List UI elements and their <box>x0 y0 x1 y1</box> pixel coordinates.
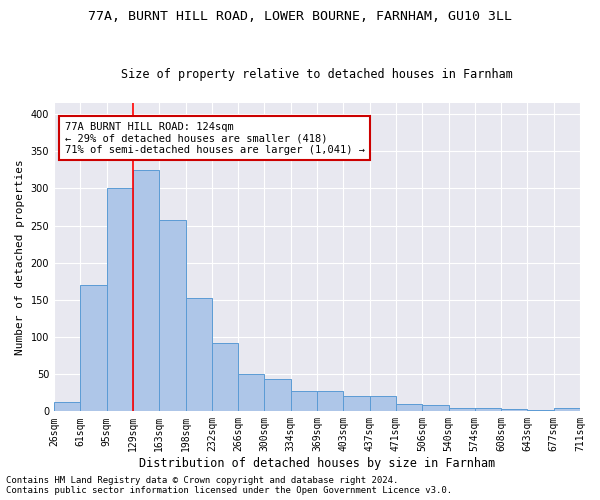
Bar <box>343 396 370 411</box>
Bar <box>212 343 238 411</box>
Y-axis label: Number of detached properties: Number of detached properties <box>15 160 25 355</box>
Bar <box>370 396 396 411</box>
Bar <box>54 402 80 411</box>
Bar <box>422 404 449 411</box>
X-axis label: Distribution of detached houses by size in Farnham: Distribution of detached houses by size … <box>139 457 495 470</box>
Bar <box>317 392 343 411</box>
Bar <box>501 409 527 412</box>
Bar <box>185 298 212 412</box>
Bar <box>265 380 291 412</box>
Text: Contains HM Land Registry data © Crown copyright and database right 2024.
Contai: Contains HM Land Registry data © Crown c… <box>6 476 452 495</box>
Text: 77A BURNT HILL ROAD: 124sqm
← 29% of detached houses are smaller (418)
71% of se: 77A BURNT HILL ROAD: 124sqm ← 29% of det… <box>65 122 365 154</box>
Title: Size of property relative to detached houses in Farnham: Size of property relative to detached ho… <box>121 68 513 81</box>
Bar <box>554 408 580 412</box>
Bar <box>449 408 475 412</box>
Bar <box>527 410 554 412</box>
Bar <box>396 404 422 411</box>
Bar <box>238 374 265 412</box>
Bar <box>80 285 107 412</box>
Text: 77A, BURNT HILL ROAD, LOWER BOURNE, FARNHAM, GU10 3LL: 77A, BURNT HILL ROAD, LOWER BOURNE, FARN… <box>88 10 512 23</box>
Bar <box>159 220 185 412</box>
Bar <box>133 170 159 412</box>
Bar <box>475 408 501 412</box>
Bar <box>291 390 317 411</box>
Bar <box>107 188 133 412</box>
